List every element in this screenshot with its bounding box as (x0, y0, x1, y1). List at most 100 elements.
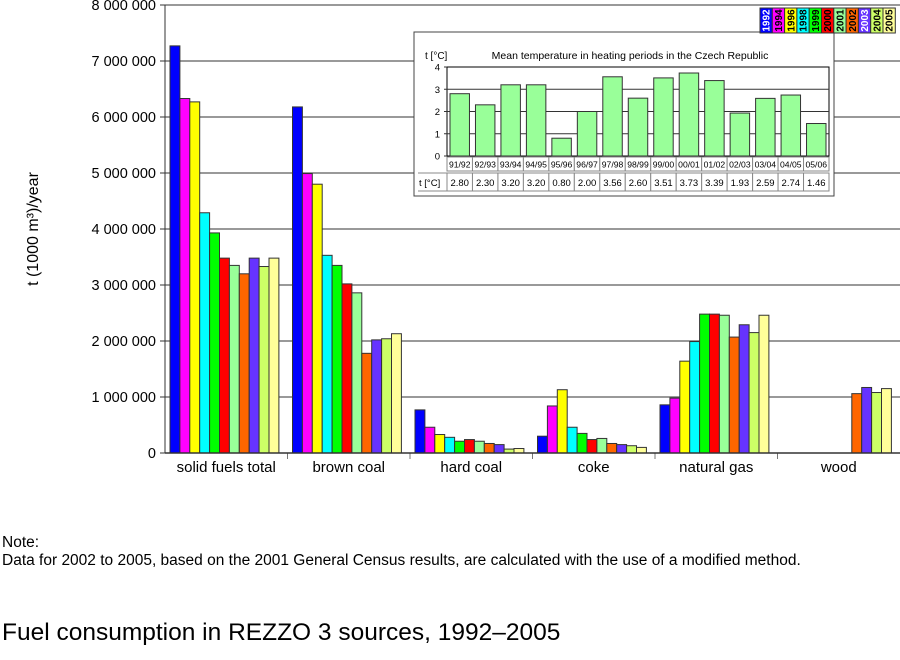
inset-bar (806, 123, 827, 157)
legend-label: 2005 (885, 9, 896, 32)
inset-category-label: 95/96 (551, 160, 573, 170)
legend-swatch-2005 (882, 7, 896, 34)
bar-1992 (169, 45, 181, 454)
y-tick-label: 7 000 000 (91, 54, 156, 70)
inset-table-cell (803, 156, 830, 172)
bar-2003 (616, 444, 628, 454)
bar-2005 (391, 333, 402, 454)
bar-2001 (228, 264, 240, 454)
inset-bar (729, 112, 751, 157)
inset-y-tick-label: 1 (435, 129, 440, 140)
inset-bar (576, 111, 598, 157)
bar-1996 (189, 101, 201, 454)
inset-value-label: 3.20 (501, 178, 520, 189)
bar-2001 (473, 440, 485, 454)
inset-value-label: 2.00 (578, 178, 597, 189)
bar-2001 (351, 292, 363, 454)
legend-label: 1996 (786, 9, 797, 32)
y-tick-label: 1 000 000 (91, 390, 156, 406)
bar-1994 (179, 98, 191, 454)
inset-bar (780, 94, 802, 157)
inset-category-label: 04/05 (780, 160, 802, 170)
inset-y-label: t [°C] (425, 51, 448, 62)
inset-bar (653, 77, 674, 157)
inset-value-label: 2.80 (450, 178, 469, 189)
bar-1998 (321, 254, 333, 454)
bar-1999 (699, 313, 710, 454)
bar-1999 (576, 432, 588, 454)
inset-category-label: 99/00 (653, 160, 675, 170)
bar-2004 (626, 445, 637, 454)
inset-value-label: 3.51 (654, 178, 673, 189)
x-tick-label: solid fuels total (177, 459, 276, 476)
bar-2000 (586, 439, 598, 454)
x-tick-label: natural gas (679, 459, 753, 476)
bar-1992 (414, 409, 426, 454)
bar-2002 (851, 393, 863, 454)
inset-category-label: 01/02 (704, 160, 726, 170)
bar-1992 (537, 435, 548, 454)
bar-2000 (464, 439, 475, 454)
bar-1998 (689, 341, 701, 454)
inset-category-label: 05/06 (806, 160, 828, 170)
y-tick-label: 4 000 000 (91, 222, 156, 238)
inset-value-label: 0.80 (552, 178, 571, 189)
legend-label: 2004 (872, 9, 883, 32)
inset-y-tick-label: 2 (435, 107, 440, 118)
inset-category-label: 92/93 (474, 160, 496, 170)
inset-value-label: 3.39 (705, 178, 724, 189)
bar-2004 (381, 338, 393, 454)
bar-2003 (371, 339, 383, 454)
inset-category-label: 97/98 (602, 160, 624, 170)
inset-bar (525, 84, 547, 157)
legend-label: 1999 (811, 9, 822, 32)
bar-1992 (659, 404, 671, 454)
inset-y-tick-label: 4 (435, 63, 440, 74)
y-tick-label: 6 000 000 (91, 110, 156, 126)
bar-2003 (738, 324, 750, 454)
bar-2003 (248, 257, 260, 454)
inset-bar (449, 93, 470, 157)
inset-category-label: 94/95 (525, 160, 547, 170)
y-tick-label: 2 000 000 (91, 334, 156, 350)
bar-2004 (871, 392, 882, 454)
bar-2005 (758, 314, 770, 454)
legend-label: 2000 (823, 9, 834, 32)
main-chart: 0 1 000 000 2 000 000 3 000 000 4 000 000 5 0… (25, 0, 900, 476)
inset-bar (678, 72, 700, 157)
bar-1994 (546, 405, 558, 454)
x-tick-label: hard coal (440, 459, 502, 476)
x-tick-label: coke (578, 459, 610, 476)
bar-1994 (424, 426, 436, 454)
bar-1998 (566, 426, 578, 454)
bar-2000 (341, 283, 353, 454)
bar-2002 (728, 336, 740, 454)
inset-title: Mean temperature in heating periods in t… (492, 50, 769, 62)
inset-y-tick-label: 3 (435, 85, 440, 96)
note-label: Note: (2, 534, 40, 551)
inset-bar (474, 104, 496, 157)
bar-2002 (361, 352, 373, 454)
x-tick-label: brown coal (312, 459, 385, 476)
y-tick-label: 5 000 000 (91, 166, 156, 182)
inset-bar (755, 97, 776, 157)
inset-category-label: 03/04 (755, 160, 777, 170)
bar-2001 (718, 314, 730, 454)
bar-2005 (636, 446, 647, 454)
inset-table-row-label: t [°C] (419, 178, 440, 189)
bar-2000 (709, 313, 720, 454)
page-title: Fuel consumption in REZZO 3 sources, 199… (2, 619, 561, 646)
legend-label: 1994 (774, 9, 785, 32)
bar-1999 (331, 264, 343, 454)
inset-category-label: 00/01 (678, 160, 700, 170)
y-tick-label: 3 000 000 (91, 278, 156, 294)
x-tick-label: wood (820, 459, 857, 476)
bar-1996 (556, 389, 568, 454)
bar-2000 (219, 257, 230, 454)
inset-value-label: 2.30 (476, 178, 495, 189)
bar-1992 (292, 106, 303, 454)
inset-category-label: 93/94 (500, 160, 522, 170)
bar-2004 (748, 332, 760, 454)
inset-value-label: 2.59 (756, 178, 775, 189)
